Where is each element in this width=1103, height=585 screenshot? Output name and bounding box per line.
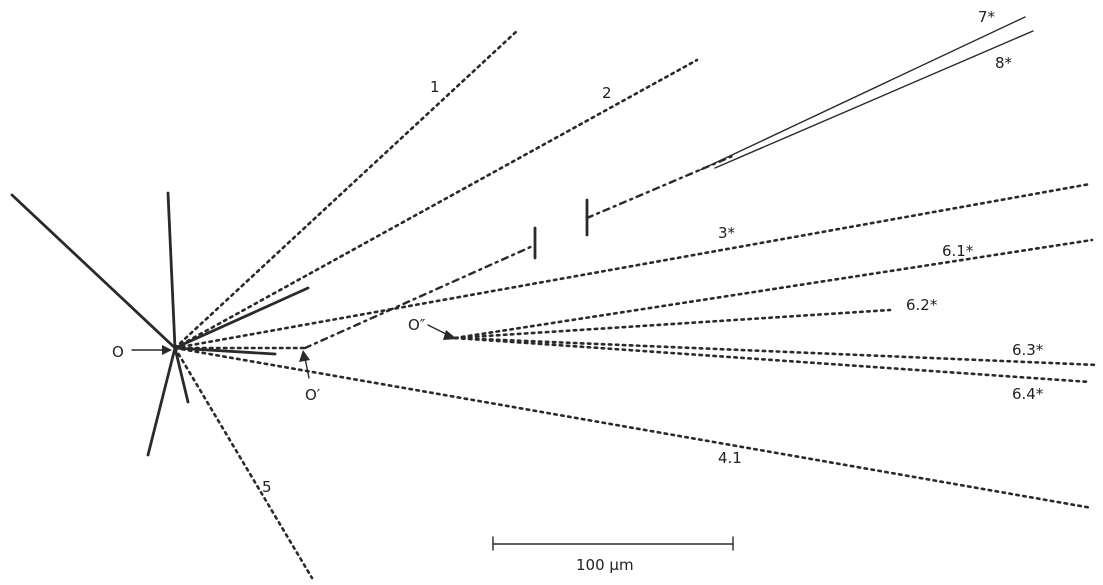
track-6-4: [453, 336, 1092, 384]
label-track-7: 7*: [978, 8, 996, 26]
label-track-5: 5: [262, 478, 272, 496]
track-6-3: [453, 336, 1100, 367]
label-track-6-1: 6.1*: [942, 242, 974, 260]
track-1: [173, 28, 520, 350]
scale-bar-label: 100 μm: [576, 556, 634, 574]
track-2: [173, 58, 699, 350]
label-track-6-3: 6.3*: [1012, 341, 1044, 359]
label-track-4-1: 4.1: [718, 449, 742, 467]
vertex-o-prongs: [10, 191, 310, 457]
track-8: [714, 30, 1034, 169]
scale-bar: 100 μm: [492, 536, 734, 574]
track-5: [173, 346, 314, 580]
label-vertex-o-double-prime: O″: [408, 316, 426, 334]
track-6-1: [453, 238, 1094, 340]
track-7: [699, 16, 1026, 171]
label-track-8: 8*: [995, 54, 1013, 72]
label-track-2: 2: [602, 84, 612, 102]
arrow-to-o-double-prime: [427, 324, 457, 340]
prong-down: [173, 346, 190, 404]
prong-up: [166, 191, 177, 350]
label-track-6-2: 6.2*: [906, 296, 938, 314]
label-track-3: 3*: [718, 224, 736, 242]
prong-upper-left: [10, 193, 177, 350]
label-track-6-4: 6.4*: [1012, 385, 1044, 403]
label-vertex-o-prime: O′: [305, 386, 321, 404]
label-track-1: 1: [430, 78, 440, 96]
track-6-2: [453, 308, 892, 340]
prong-lower-left: [146, 346, 177, 457]
arrow-to-o-prime: [299, 350, 310, 379]
track-3: [173, 182, 1092, 350]
arrow-to-o: [131, 345, 172, 355]
track-o-prime-segment: [303, 243, 537, 350]
label-vertex-o: O: [112, 343, 124, 361]
prong-upper-right: [173, 286, 310, 350]
track-4-1: [173, 346, 1094, 510]
